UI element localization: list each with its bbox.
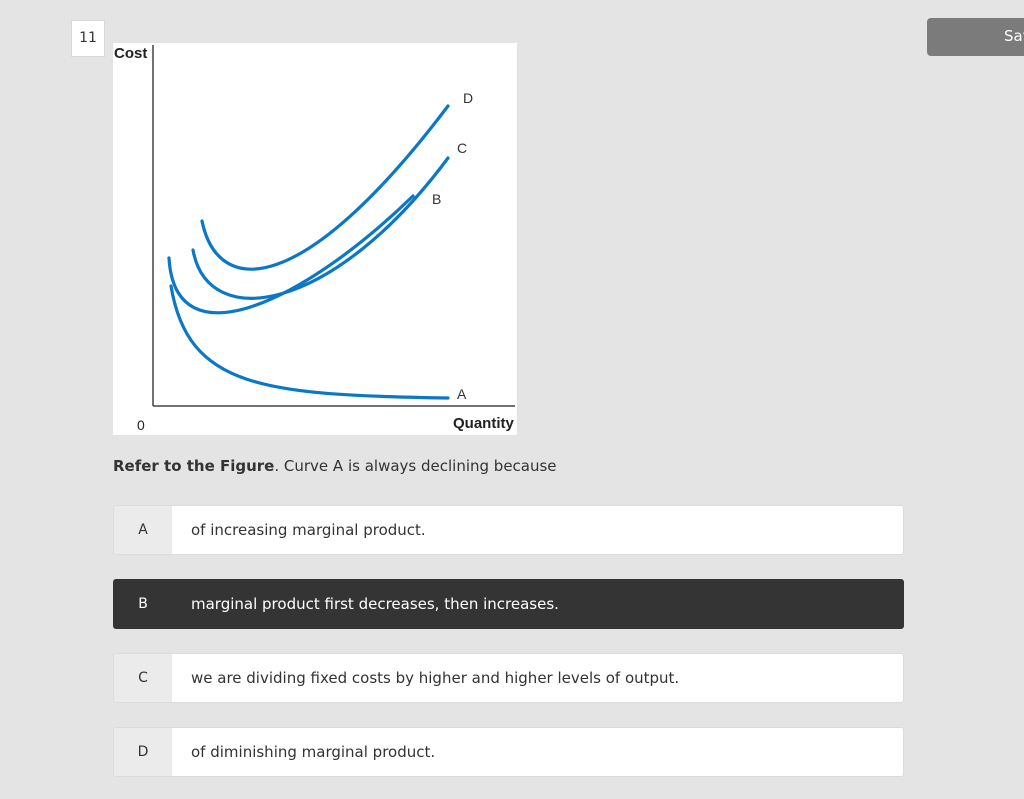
save-button[interactable]: Save bbox=[927, 18, 1024, 56]
option-letter: A bbox=[114, 506, 172, 554]
question-number: 11 bbox=[71, 20, 105, 57]
option-text: marginal product first decreases, then i… bbox=[191, 595, 559, 613]
curve-label-a: A bbox=[457, 386, 467, 402]
question-stem-rest: . Curve A is always declining because bbox=[274, 457, 557, 475]
origin-label: 0 bbox=[137, 417, 145, 433]
option-letter: B bbox=[114, 580, 172, 628]
option-letter: C bbox=[114, 654, 172, 702]
question-stem: Refer to the Figure. Curve A is always d… bbox=[113, 457, 557, 475]
option-letter: D bbox=[114, 728, 172, 776]
option-text: of diminishing marginal product. bbox=[191, 743, 436, 761]
answer-option-b[interactable]: B marginal product first decreases, then… bbox=[113, 579, 904, 629]
option-text: we are dividing fixed costs by higher an… bbox=[191, 669, 680, 687]
curve-a bbox=[169, 284, 450, 400]
option-text: of increasing marginal product. bbox=[191, 521, 426, 539]
answer-option-a[interactable]: A of increasing marginal product. bbox=[113, 505, 904, 555]
y-axis-label: Cost bbox=[114, 45, 147, 62]
cost-curves-svg: Cost Quantity 0 D C B A bbox=[114, 45, 515, 433]
curve-label-d: D bbox=[463, 90, 473, 106]
x-axis-label: Quantity bbox=[453, 415, 514, 432]
cost-curves-figure: Cost Quantity 0 D C B A bbox=[113, 43, 517, 435]
answer-option-c[interactable]: C we are dividing fixed costs by higher … bbox=[113, 653, 904, 703]
answer-option-d[interactable]: D of diminishing marginal product. bbox=[113, 727, 904, 777]
curve-d bbox=[200, 104, 450, 271]
curve-label-b: B bbox=[432, 191, 441, 207]
curve-label-c: C bbox=[457, 140, 467, 156]
curve-c bbox=[191, 156, 450, 300]
question-stem-bold: Refer to the Figure bbox=[113, 457, 275, 475]
curve-b bbox=[167, 194, 415, 315]
